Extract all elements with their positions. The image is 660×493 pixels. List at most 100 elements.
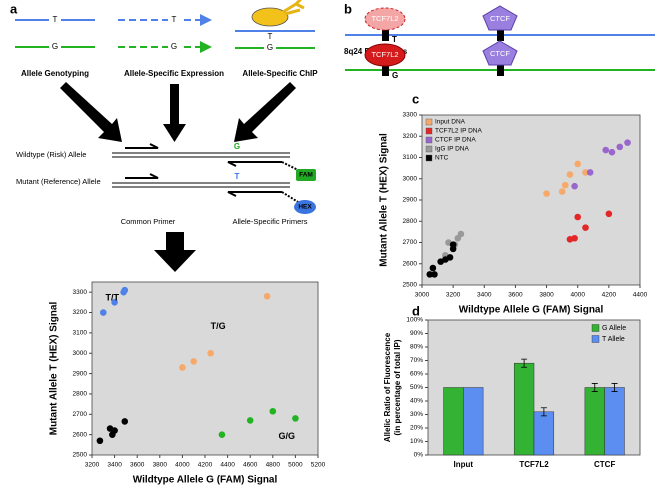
x-tick-label: 3400 (477, 292, 492, 299)
annotation: G/G (278, 431, 295, 441)
y-tick-label: 40% (410, 398, 423, 405)
assay-label: Allele Genotyping (21, 69, 89, 78)
y-tick-label: 70% (410, 357, 423, 364)
panel-label: a (10, 1, 18, 16)
x-tick-label: 4400 (633, 292, 648, 299)
probe-label: HEX (298, 204, 312, 211)
x-tick-label: 3600 (130, 462, 145, 469)
gap (264, 33, 276, 43)
y-tick-label: 90% (410, 330, 423, 337)
point (100, 309, 107, 316)
point (292, 415, 299, 422)
point (121, 286, 129, 294)
probe-linker (281, 191, 299, 203)
y-tick-label: 2800 (403, 218, 418, 225)
error-bar (540, 407, 547, 417)
probe-label: FAM (299, 172, 313, 179)
gap (168, 41, 180, 53)
x-tick-label: 4800 (266, 462, 281, 469)
legend-swatch (591, 335, 600, 343)
x-tick-label: 3800 (539, 292, 554, 299)
plot-area (91, 281, 319, 456)
assay-label: Allele-Specific ChIP (242, 69, 318, 78)
y-tick-label: 50% (410, 384, 423, 391)
x-tick-label: TCF7L2 (519, 460, 549, 469)
point (586, 169, 594, 176)
point (571, 234, 578, 242)
y-tick-label: 60% (410, 371, 423, 378)
binding-site (497, 62, 504, 76)
panel-label: b (344, 1, 352, 16)
point (608, 148, 616, 156)
bar (604, 387, 625, 456)
x-tick-label: 4200 (198, 462, 213, 469)
legend-label: CTCF IP DNA (435, 137, 476, 144)
ctcf-label: CTCF (490, 14, 510, 23)
point (543, 190, 550, 197)
point (449, 241, 457, 248)
point (218, 431, 226, 438)
binding-site (382, 62, 389, 76)
point (179, 364, 186, 371)
legend-label: T Allele (602, 336, 625, 343)
point (574, 160, 582, 168)
point (624, 139, 631, 146)
point (426, 271, 434, 278)
point (571, 182, 578, 190)
x-tick-label: 3200 (85, 462, 100, 469)
arrow (60, 82, 122, 142)
y-tick-label: 3100 (73, 330, 88, 337)
y-tick-label: 0% (414, 452, 424, 459)
factor-label: TCF7L2 (371, 50, 398, 59)
y-tick-label: 80% (410, 344, 423, 351)
x-tick-label: 3000 (415, 292, 430, 299)
gap (49, 14, 61, 26)
point (96, 437, 104, 445)
y-axis-label: Mutant Allele T (HEX) Signal (379, 133, 390, 267)
y-tick-label: 2500 (73, 452, 88, 459)
point (263, 292, 271, 300)
base: G (234, 142, 240, 151)
point (582, 169, 589, 176)
factor (364, 7, 406, 31)
base: G (267, 43, 273, 52)
base: T (235, 172, 240, 181)
antibody (282, 0, 305, 16)
primer (125, 173, 159, 179)
point (269, 407, 277, 415)
fam-tag (296, 169, 316, 181)
point (446, 254, 454, 261)
point (190, 358, 197, 365)
x-tick-label: 4000 (175, 462, 190, 469)
binding-site (497, 27, 504, 41)
bar (584, 387, 605, 456)
point (111, 427, 118, 434)
legend-swatch (425, 118, 433, 126)
base: G (171, 42, 177, 51)
primer-label: Allele-Specific Primers (232, 217, 307, 226)
x-axis-label: Wildtype Allele G (FAM) Signal (133, 475, 278, 486)
point (558, 188, 566, 195)
point (246, 417, 254, 424)
allele-label: Mutant (Reference) Allele (16, 177, 101, 186)
base: G (392, 71, 398, 80)
point (457, 230, 465, 238)
gap (49, 41, 61, 53)
legend-swatch (425, 154, 433, 162)
primer (227, 161, 282, 167)
ctcf-label: CTCF (490, 49, 510, 58)
panel-b-diagram: b TCF7L2 CTCF T 8q24 Risk Locus TCF7L2 C… (344, 1, 655, 80)
y-tick-label: 3200 (403, 133, 418, 140)
y-tick-label: 3200 (73, 309, 88, 316)
annotation: T/T (106, 293, 120, 303)
arrow (234, 82, 296, 142)
x-tick-label: 4200 (602, 292, 617, 299)
base: T (53, 15, 58, 24)
y-tick-label: 10% (410, 438, 423, 445)
point (431, 271, 438, 278)
y-tick-label: 2600 (73, 431, 88, 438)
y-tick-label: 3000 (73, 350, 88, 357)
y-tick-label: 2800 (73, 391, 88, 398)
y-tick-label: 30% (410, 411, 423, 418)
